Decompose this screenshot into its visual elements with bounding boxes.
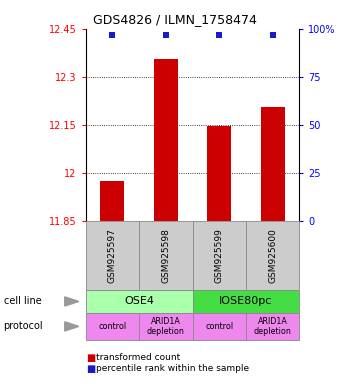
Text: GSM925599: GSM925599: [215, 228, 224, 283]
Bar: [260, 107, 285, 221]
Text: ARID1A
depletion: ARID1A depletion: [147, 317, 185, 336]
Point: [216, 32, 222, 38]
Bar: [207, 126, 231, 221]
Text: control: control: [205, 322, 233, 331]
Text: control: control: [98, 322, 126, 331]
Text: GSM925597: GSM925597: [108, 228, 117, 283]
Bar: [154, 59, 178, 221]
Text: IOSE80pc: IOSE80pc: [219, 296, 273, 306]
Point: [163, 32, 169, 38]
Text: ARID1A
depletion: ARID1A depletion: [254, 317, 292, 336]
Text: GDS4826 / ILMN_1758474: GDS4826 / ILMN_1758474: [93, 13, 257, 26]
Text: transformed count: transformed count: [96, 353, 181, 362]
Text: percentile rank within the sample: percentile rank within the sample: [96, 364, 249, 373]
Text: ■: ■: [86, 364, 95, 374]
Text: GSM925600: GSM925600: [268, 228, 277, 283]
Text: protocol: protocol: [4, 321, 43, 331]
Text: OSE4: OSE4: [124, 296, 154, 306]
Text: GSM925598: GSM925598: [161, 228, 170, 283]
Text: ■: ■: [86, 353, 95, 363]
Point: [110, 32, 115, 38]
Text: cell line: cell line: [4, 296, 41, 306]
Bar: [100, 181, 125, 221]
Point: [270, 32, 275, 38]
